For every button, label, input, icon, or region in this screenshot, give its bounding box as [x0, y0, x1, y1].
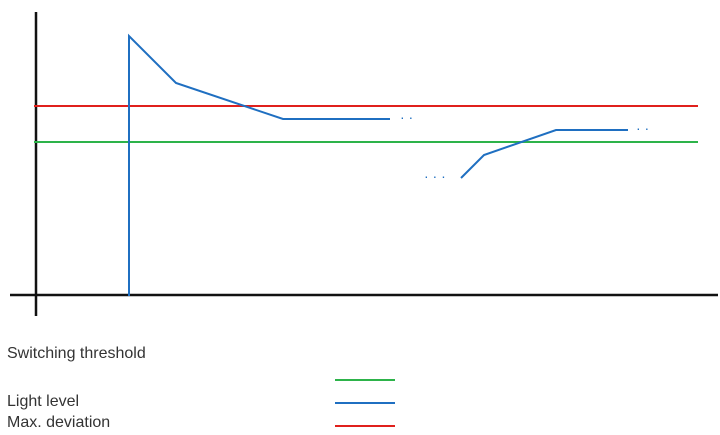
continuation-dots-end: · · [636, 120, 649, 136]
legend-swatch-light-level [335, 402, 395, 404]
legend-label-switching-threshold: Switching threshold [7, 345, 146, 362]
light-level-diagram: · · · · · · · [10, 12, 718, 316]
legend-label-max-deviation: Max. deviation [7, 414, 111, 431]
light-level-curve-second [460, 129, 628, 179]
continuation-dots-first: · · [400, 109, 413, 125]
legend-label-light-level: Light level [7, 393, 80, 410]
legend-swatch-max-deviation [335, 425, 395, 427]
continuation-dots-gap: · · · [424, 168, 446, 184]
legend-swatch-switching-threshold [335, 379, 395, 381]
light-level-curve-first [128, 33, 390, 296]
